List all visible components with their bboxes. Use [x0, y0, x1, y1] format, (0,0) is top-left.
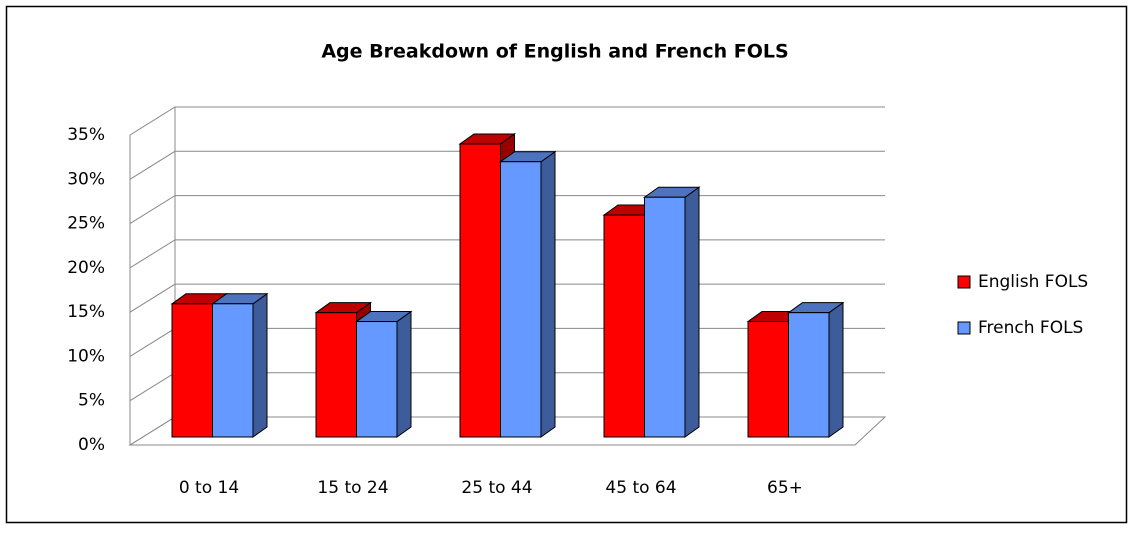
y-tick-label: 0% [78, 435, 105, 455]
bar [642, 186, 701, 438]
y-tick-label: 20% [67, 258, 105, 278]
bar [498, 150, 557, 438]
legend-label: French FOLS [978, 318, 1083, 338]
y-tick-label: 25% [67, 214, 105, 234]
bar-front [315, 312, 357, 438]
bar-front [212, 303, 254, 438]
y-tick-label: 5% [78, 391, 105, 411]
bar-front [644, 196, 686, 438]
x-tick-label: 65+ [767, 478, 803, 498]
y-tick-label: 10% [67, 346, 105, 366]
bar-front [500, 161, 542, 438]
bar [786, 301, 845, 438]
bar-front [788, 312, 830, 438]
y-tick-label: 15% [67, 302, 105, 322]
bar-front [171, 303, 213, 438]
x-tick-label: 45 to 64 [605, 478, 676, 498]
legend-swatch [957, 321, 971, 335]
x-tick-label: 15 to 24 [317, 478, 388, 498]
bar-side [396, 310, 412, 438]
legend-swatch [957, 275, 971, 289]
bar [210, 292, 269, 438]
y-tick-label: 35% [67, 125, 105, 145]
bar-front [603, 214, 645, 438]
y-tick-label: 30% [67, 169, 105, 189]
bar-side [540, 150, 556, 438]
bar-side [252, 292, 268, 438]
bar-side [684, 186, 700, 438]
bar-side [828, 301, 844, 438]
grid-line [129, 106, 885, 136]
x-tick-label: 0 to 14 [179, 478, 239, 498]
bar-front [747, 321, 789, 438]
bar [354, 310, 413, 438]
bar-front [459, 143, 501, 438]
x-tick-label: 25 to 44 [461, 478, 532, 498]
grid-line [129, 150, 885, 180]
bar-front [356, 321, 398, 438]
chart-title: Age Breakdown of English and French FOLS [321, 41, 788, 63]
legend-label: English FOLS [978, 272, 1088, 292]
